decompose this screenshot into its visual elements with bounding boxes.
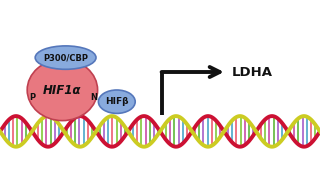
Text: N: N [90,93,97,102]
Text: HIF1α: HIF1α [43,84,82,96]
Ellipse shape [99,90,135,113]
Text: HIFβ: HIFβ [105,97,129,106]
Text: P300/CBP: P300/CBP [43,53,88,62]
Ellipse shape [27,59,98,121]
Text: P: P [29,93,35,102]
Text: LDHA: LDHA [232,66,273,78]
Ellipse shape [35,46,96,69]
